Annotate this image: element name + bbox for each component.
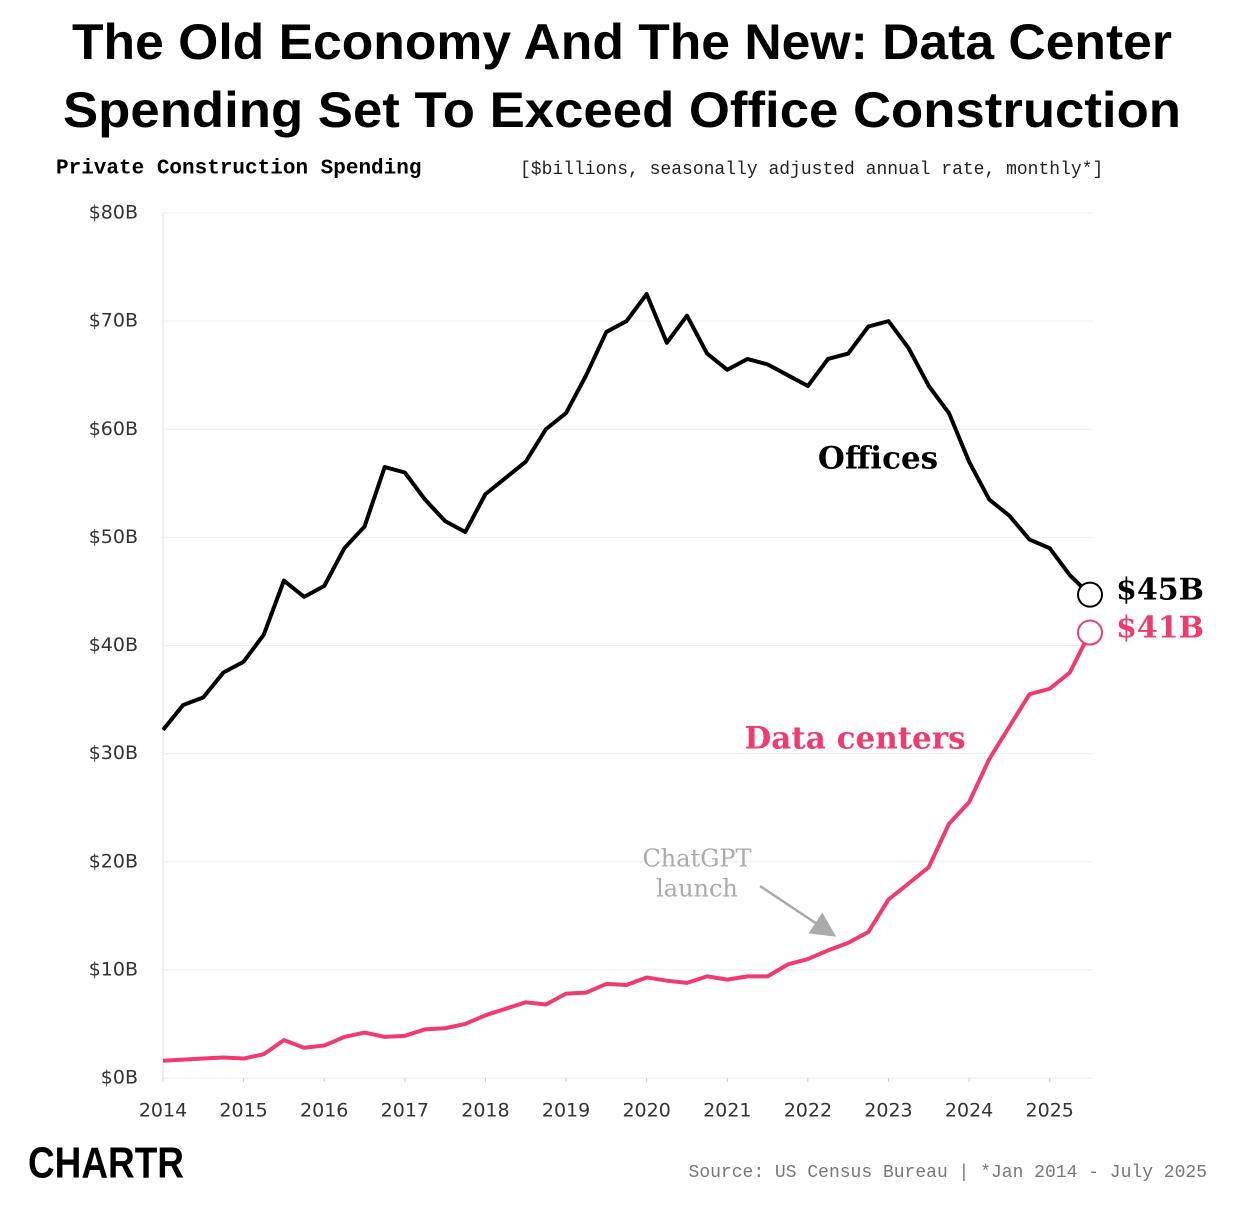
end-marker [1077,619,1103,646]
end-label: $41B [1116,611,1204,646]
source: Source: US Census Bureau | *Jan 2014 - J… [689,1163,1207,1183]
subtitle-note: [$billions, seasonally adjusted annual r… [520,160,1103,180]
y-tick-label: $40B [89,634,138,656]
y-tick-label: $60B [89,418,138,440]
subtitle: Private Construction Spending [56,158,421,181]
annotation: launch [656,875,738,903]
x-tick-label: 2019 [542,1100,590,1122]
x-tick-label: 2017 [381,1100,429,1122]
series-label: Data centers [744,721,965,757]
chart-title: Spending Set To Exceed Office Constructi… [63,82,1181,138]
y-tick-label: $10B [89,958,138,980]
annotation: ChatGPT [642,845,751,873]
x-tick-label: 2021 [703,1100,751,1122]
x-tick-label: 2020 [622,1100,670,1122]
annotation-arrow [759,884,837,937]
y-tick-label: $20B [89,850,138,872]
x-tick-label: 2023 [864,1100,912,1122]
y-tick-label: $80B [89,202,138,224]
chart-title: The Old Economy And The New: Data Center [72,14,1172,70]
y-tick-label: $30B [89,742,138,764]
x-tick-label: 2024 [945,1100,993,1122]
x-tick-label: 2016 [300,1100,348,1122]
x-tick-label: 2014 [139,1100,187,1122]
end-label: $45B [1116,573,1204,608]
logo: CHARTR [28,1139,184,1188]
x-tick-label: 2018 [461,1100,509,1122]
line [161,292,1092,732]
x-tick-label: 2015 [219,1100,267,1122]
series-label: Offices [818,441,938,477]
end-marker [1077,581,1103,608]
x-tick-label: 2025 [1026,1100,1074,1122]
y-tick-label: $0B [101,1067,138,1089]
y-tick-label: $70B [89,310,138,332]
x-tick-label: 2022 [784,1100,832,1122]
line [162,631,1092,1063]
y-tick-label: $50B [89,526,138,548]
